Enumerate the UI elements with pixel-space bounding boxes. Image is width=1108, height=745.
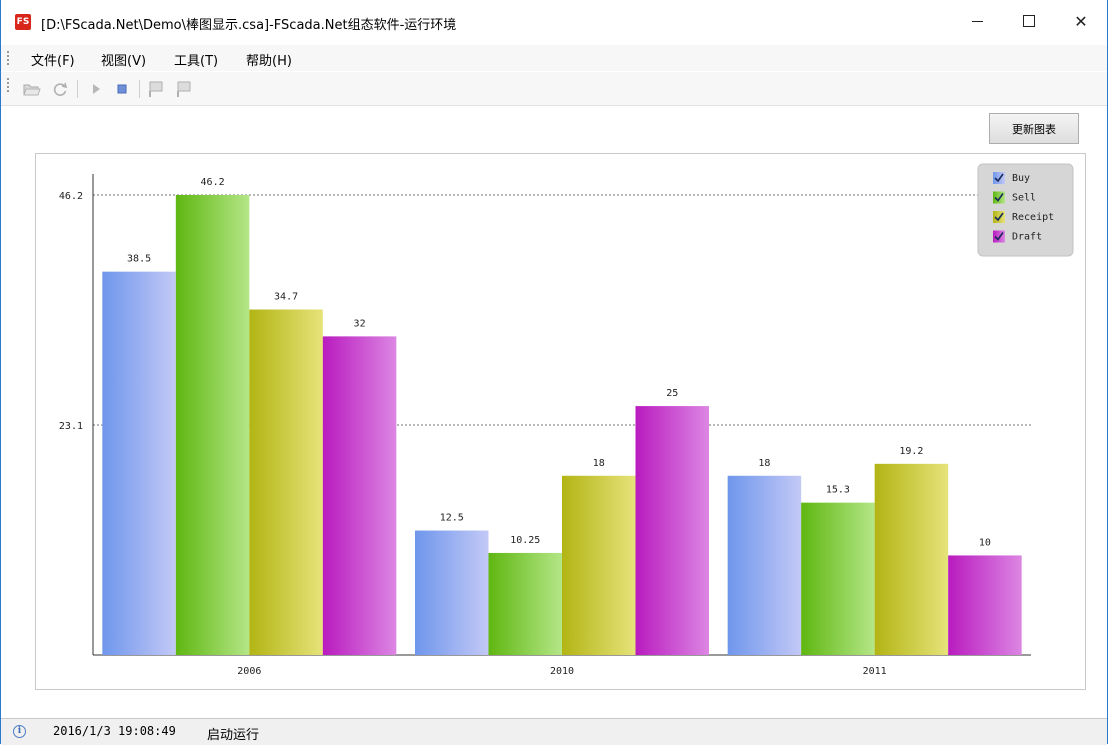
update-chart-button[interactable]: 更新图表: [989, 113, 1079, 144]
bar-sell-2006: [175, 195, 250, 655]
legend-label-sell: Sell: [1012, 193, 1036, 204]
bar-buy-2006: [102, 271, 176, 655]
menu-bar: 文件(F) 视图(V) 工具(T) 帮助(H): [1, 45, 1107, 71]
legend-check-icon: [994, 173, 1004, 183]
bar-value-label: 25: [666, 388, 678, 399]
status-timestamp: 2016/1/3 19:08:49: [53, 724, 176, 738]
menu-view[interactable]: 视图(V): [101, 54, 147, 69]
menu-tools[interactable]: 工具(T): [174, 54, 219, 69]
client-area: 更新图表 23.1 46.2 38.5 46.2 34.7 32 2006 12.5 10.25…: [5, 106, 1103, 716]
bar-value-label: 38.5: [127, 254, 151, 265]
close-button[interactable]: ✕: [1055, 0, 1107, 42]
y-tick-label: 46.2: [59, 191, 83, 202]
legend-swatch-receipt: [993, 211, 1005, 223]
bar-buy-2011: [727, 475, 802, 655]
legend-label-draft: Draft: [1012, 232, 1042, 243]
legend-label-receipt: Receipt: [1012, 212, 1054, 223]
legend-check-icon: [994, 193, 1004, 202]
bar-draft-2006: [322, 336, 397, 655]
legend-check-icon: [994, 232, 1004, 241]
bar-value-label: 10: [979, 537, 991, 548]
bar-value-label: 46.2: [201, 177, 225, 188]
screen-a-icon[interactable]: [147, 80, 165, 98]
chart-panel: 23.1 46.2 38.5 46.2 34.7 32 2006 12.5 10.25 18 25 2…: [35, 153, 1086, 690]
legend-swatch-buy: [993, 172, 1005, 184]
stop-icon[interactable]: [113, 80, 131, 98]
toolbar-grip: [7, 78, 9, 92]
window-title: [D:\FScada.Net\Demo\棒图显示.csa]-FScada.Net…: [41, 18, 457, 33]
status-message: 启动运行: [207, 728, 260, 743]
legend-check-icon: [994, 212, 1004, 222]
bar-value-label: 12.5: [440, 513, 464, 524]
open-folder-icon[interactable]: [23, 80, 41, 98]
close-icon: ✕: [1074, 11, 1088, 31]
bar-value-label: 18: [758, 458, 770, 469]
title-bar[interactable]: FS [D:\FScada.Net\Demo\棒图显示.csa]-FScada.…: [1, 0, 1107, 42]
minimize-button[interactable]: [951, 0, 1003, 42]
menu-grip: [7, 51, 9, 65]
bar-receipt-2010: [562, 475, 636, 655]
play-icon[interactable]: [87, 80, 105, 98]
bar-value-label: 32: [354, 318, 366, 329]
info-icon: i: [13, 725, 26, 738]
screen-b-icon[interactable]: [175, 80, 193, 98]
menu-file[interactable]: 文件(F): [31, 54, 75, 69]
toolbar: [1, 72, 1107, 106]
bar-draft-2011: [948, 555, 1022, 655]
legend-label-buy: Buy: [1012, 173, 1030, 184]
bar-sell-2010: [488, 552, 562, 655]
x-tick-label: 2010: [550, 666, 574, 677]
legend-swatch-sell: [993, 191, 1005, 204]
bar-value-label: 15.3: [826, 485, 850, 496]
status-bar: i 2016/1/3 19:08:49 启动运行: [1, 718, 1107, 745]
maximize-button[interactable]: [1003, 0, 1055, 42]
legend-swatch-draft: [993, 230, 1005, 243]
bar-value-label: 10.25: [510, 535, 540, 546]
toolbar-separator: [139, 80, 140, 98]
bar-value-label: 34.7: [274, 292, 298, 303]
x-tick-label: 2011: [863, 666, 887, 677]
bar-receipt-2011: [874, 463, 949, 655]
bar-sell-2011: [801, 502, 875, 655]
refresh-icon[interactable]: [51, 80, 69, 98]
toolbar-separator: [77, 80, 78, 98]
x-tick-label: 2006: [237, 666, 261, 677]
app-logo-icon: FS: [15, 14, 31, 30]
bar-value-label: 18: [593, 458, 605, 469]
bar-value-label: 19.2: [899, 446, 923, 457]
minimize-icon: [971, 20, 983, 22]
bar-chart: 23.1 46.2 38.5 46.2 34.7 32 2006 12.5 10.25 18 25 2…: [59, 163, 1074, 677]
bar-draft-2010: [635, 406, 709, 655]
bar-buy-2010: [415, 530, 489, 655]
bar-receipt-2006: [249, 309, 323, 655]
maximize-icon: [1023, 15, 1035, 27]
menu-help[interactable]: 帮助(H): [246, 54, 292, 69]
y-tick-label: 23.1: [59, 421, 83, 432]
